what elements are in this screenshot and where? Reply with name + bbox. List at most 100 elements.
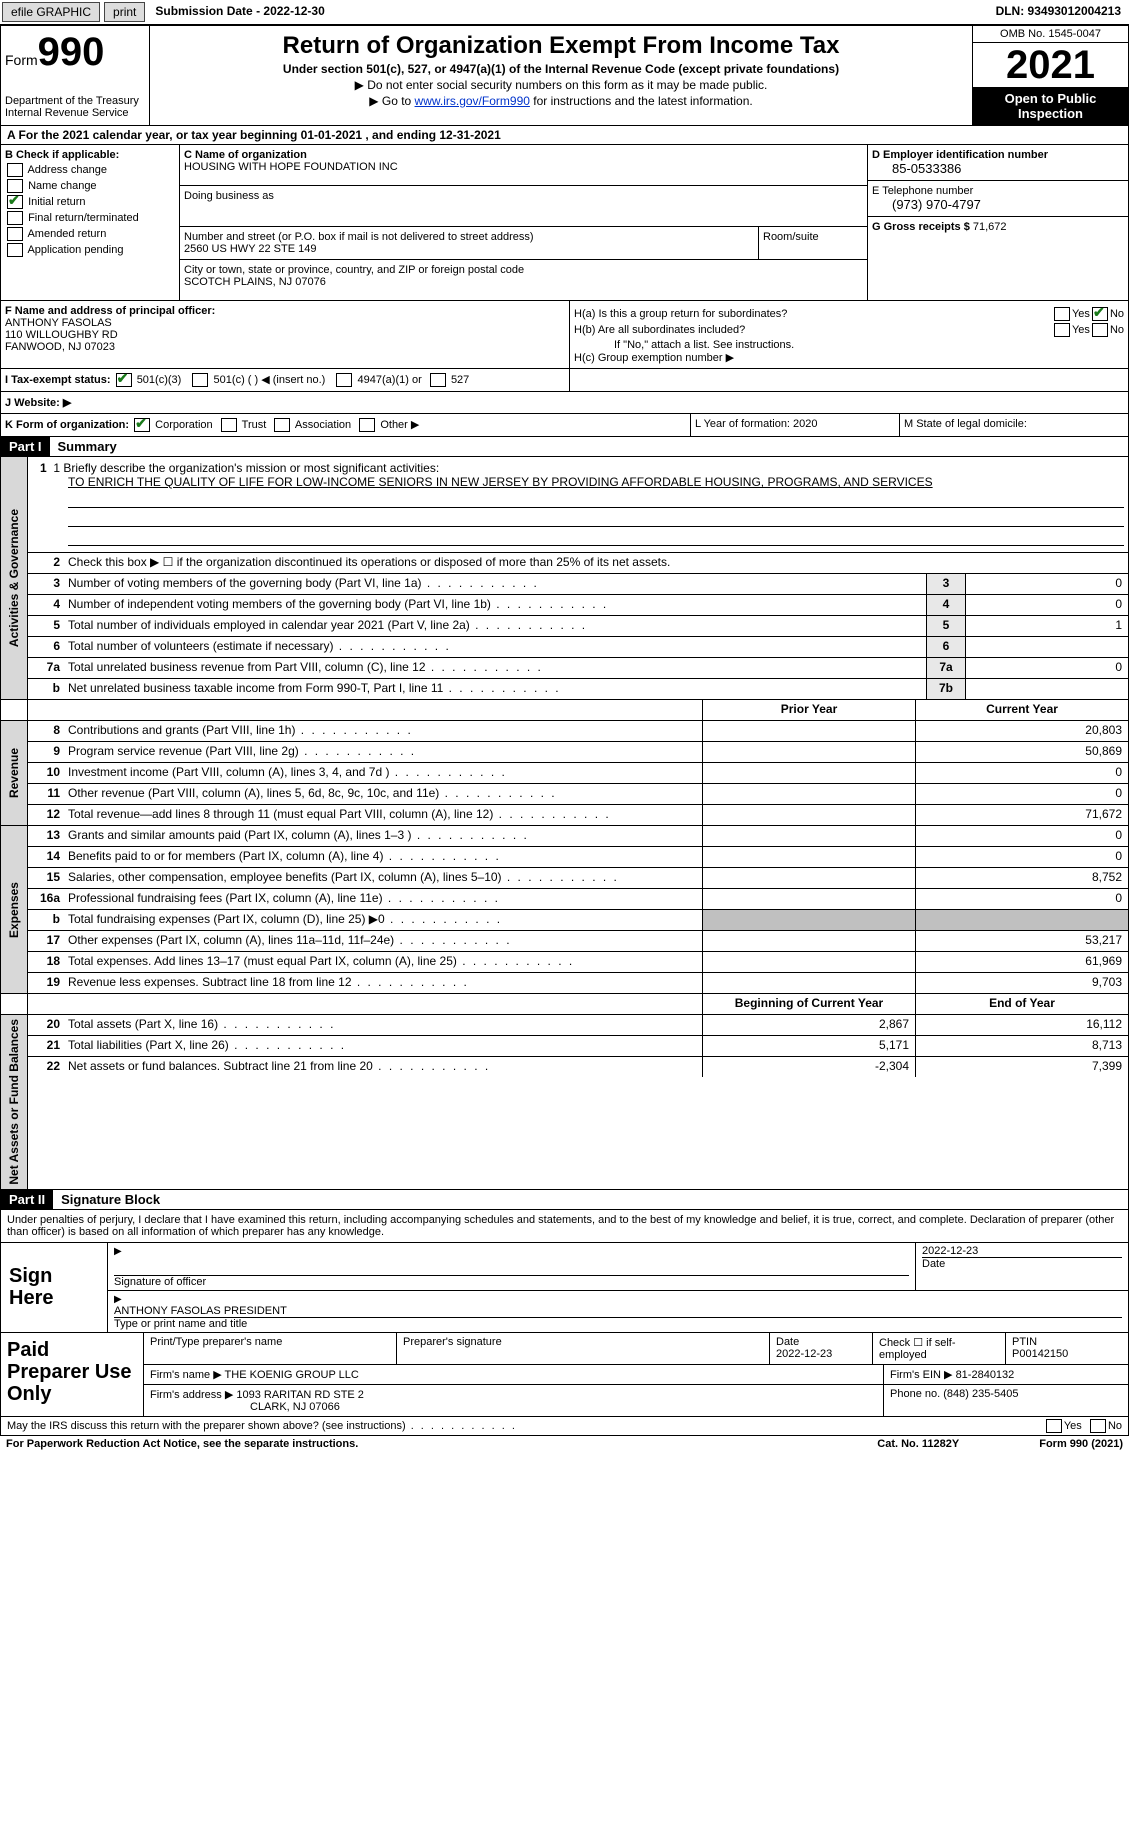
dln-label: DLN: 93493012004213 [988, 0, 1129, 24]
table-row: 4Number of independent voting members of… [28, 595, 1128, 616]
part1-badge: Part I [1, 437, 50, 456]
form-title: Return of Organization Exempt From Incom… [158, 32, 964, 60]
part1-activities: Activities & Governance 1 1 Briefly desc… [0, 457, 1129, 700]
table-row: 6Total number of volunteers (estimate if… [28, 637, 1128, 658]
part2-title: Signature Block [53, 1190, 168, 1209]
discuss-no[interactable] [1090, 1419, 1106, 1433]
sig-declaration: Under penalties of perjury, I declare th… [1, 1210, 1128, 1242]
dba-label: Doing business as [184, 190, 863, 202]
officer-addr1: 110 WILLOUGHBY RD [5, 329, 565, 341]
table-row: 8Contributions and grants (Part VIII, li… [28, 721, 1128, 742]
current-year-hdr: Current Year [915, 700, 1128, 720]
sign-here-row: Sign Here Signature of officer 2022-12-2… [1, 1242, 1128, 1332]
chk-assoc[interactable] [274, 418, 290, 432]
room-label: Room/suite [759, 227, 867, 259]
omb-number: OMB No. 1545-0047 [973, 26, 1128, 43]
part2-header-row: Part II Signature Block [0, 1190, 1129, 1210]
col-de: D Employer identification number 85-0533… [867, 145, 1128, 300]
org-name-label: C Name of organization [184, 149, 863, 161]
eoy-hdr: End of Year [915, 994, 1128, 1014]
hb-note: If "No," attach a list. See instructions… [574, 339, 1124, 351]
form-word: Form [5, 52, 38, 68]
chk-address[interactable] [7, 163, 23, 177]
header-right: OMB No. 1545-0047 2021 Open to Public In… [972, 26, 1128, 125]
org-name: HOUSING WITH HOPE FOUNDATION INC [184, 161, 863, 173]
table-row: 13Grants and similar amounts paid (Part … [28, 826, 1128, 847]
table-row: 21Total liabilities (Part X, line 26)5,1… [28, 1036, 1128, 1057]
part1-title: Summary [50, 437, 125, 456]
chk-final[interactable] [7, 211, 23, 225]
gross-value: 71,672 [973, 221, 1007, 233]
chk-corp[interactable] [134, 418, 150, 432]
page-footer: For Paperwork Reduction Act Notice, see … [0, 1436, 1129, 1452]
table-row: 12Total revenue—add lines 8 through 11 (… [28, 805, 1128, 825]
chk-trust[interactable] [221, 418, 237, 432]
chk-initial[interactable] [7, 195, 23, 209]
paid-preparer-label: Paid Preparer Use Only [1, 1333, 144, 1416]
open-to-public: Open to Public Inspection [973, 87, 1128, 125]
row-j-website: J Website: ▶ [0, 392, 1129, 414]
chk-501c3[interactable] [116, 373, 132, 387]
part1-revenue: Revenue 8Contributions and grants (Part … [0, 721, 1129, 826]
hb-label: H(b) Are all subordinates included? [574, 324, 1052, 336]
col-c-org-info: C Name of organization HOUSING WITH HOPE… [180, 145, 867, 300]
part1-netassets: Net Assets or Fund Balances 20Total asse… [0, 1015, 1129, 1190]
chk-527[interactable] [430, 373, 446, 387]
org-city: SCOTCH PLAINS, NJ 07076 [184, 276, 863, 288]
chk-pending[interactable] [7, 243, 23, 257]
print-button[interactable]: print [104, 2, 145, 22]
prep-name-lbl: Print/Type preparer's name [144, 1333, 397, 1364]
tax-year: 2021 [973, 43, 1128, 87]
sig-date-cell: 2022-12-23 Date [916, 1243, 1128, 1290]
col-b-header: B Check if applicable: [5, 149, 175, 161]
firm-addr-cell: Firm's address ▶ 1093 RARITAN RD STE 2 C… [144, 1385, 884, 1416]
ein-label: D Employer identification number [872, 149, 1124, 161]
chk-name[interactable] [7, 179, 23, 193]
vtab-expenses: Expenses [1, 826, 28, 993]
boy-hdr: Beginning of Current Year [702, 994, 915, 1014]
form-subtitle: Under section 501(c), 527, or 4947(a)(1)… [158, 62, 964, 76]
vtab-revenue: Revenue [1, 721, 28, 825]
top-toolbar: efile GRAPHIC print Submission Date - 20… [0, 0, 1129, 25]
note-link: ▶ Go to www.irs.gov/Form990 for instruct… [158, 94, 964, 108]
efile-button[interactable]: efile GRAPHIC [2, 2, 100, 22]
table-row: 11Other revenue (Part VIII, column (A), … [28, 784, 1128, 805]
row-a-tax-year: A For the 2021 calendar year, or tax yea… [0, 126, 1129, 145]
note-ssn: ▶ Do not enter social security numbers o… [158, 78, 964, 92]
ha-no[interactable] [1092, 307, 1108, 321]
ptin-cell: PTINP00142150 [1006, 1333, 1128, 1364]
firm-phone-cell: Phone no. (848) 235-5405 [884, 1385, 1128, 1416]
part1-expenses: Expenses 13Grants and similar amounts pa… [0, 826, 1129, 994]
hb-no[interactable] [1092, 323, 1108, 337]
phone-label: E Telephone number [872, 185, 1124, 197]
table-row: 19Revenue less expenses. Subtract line 1… [28, 973, 1128, 993]
sign-here-label: Sign Here [1, 1243, 108, 1332]
discuss-row: May the IRS discuss this return with the… [0, 1417, 1129, 1436]
city-label: City or town, state or province, country… [184, 264, 863, 276]
prep-date-cell: Date2022-12-23 [770, 1333, 873, 1364]
officer-name: ANTHONY FASOLAS [5, 317, 565, 329]
ha-label: H(a) Is this a group return for subordin… [574, 308, 1052, 320]
ha-yes[interactable] [1054, 307, 1070, 321]
irs-link[interactable]: www.irs.gov/Form990 [415, 94, 530, 108]
chk-amended[interactable] [7, 227, 23, 241]
chk-4947[interactable] [336, 373, 352, 387]
row-k-form-org: K Form of organization: Corporation Trus… [0, 414, 1129, 437]
line2-text: Check this box ▶ ☐ if the organization d… [64, 553, 1128, 573]
part1-rev-hdr: Prior Year Current Year [0, 700, 1129, 721]
discuss-yes[interactable] [1046, 1419, 1062, 1433]
chk-501c[interactable] [192, 373, 208, 387]
pra-notice: For Paperwork Reduction Act Notice, see … [6, 1438, 358, 1450]
vtab-netassets: Net Assets or Fund Balances [1, 1015, 28, 1189]
hb-yes[interactable] [1054, 323, 1070, 337]
dept-label: Department of the Treasury [5, 95, 145, 107]
prep-check-cell: Check ☐ if self-employed [873, 1333, 1006, 1364]
line1-mission: 1 1 Briefly describe the organization's … [28, 457, 1128, 553]
table-row: 16aProfessional fundraising fees (Part I… [28, 889, 1128, 910]
table-row: 22Net assets or fund balances. Subtract … [28, 1057, 1128, 1077]
chk-other[interactable] [359, 418, 375, 432]
col-f-officer: F Name and address of principal officer:… [1, 301, 570, 368]
prep-sig-lbl: Preparer's signature [397, 1333, 770, 1364]
submission-date-label: Submission Date - 2022-12-30 [147, 0, 332, 24]
addr-label: Number and street (or P.O. box if mail i… [184, 231, 754, 243]
